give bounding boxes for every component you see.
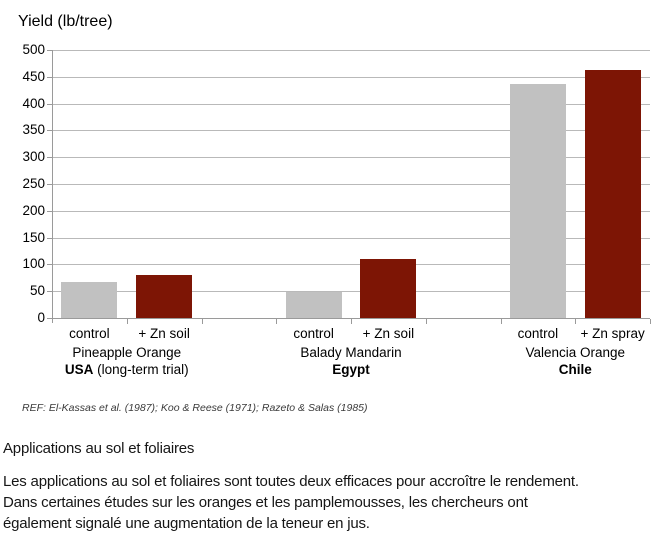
article-paragraph: Les applications au sol et foliaires son… <box>3 471 658 534</box>
x-axis-tick <box>351 319 352 324</box>
y-axis-tick <box>47 210 52 212</box>
group-country-label: USA (long-term trial) <box>65 362 189 377</box>
y-axis-tick-label: 400 <box>22 95 45 111</box>
group-country-label: Chile <box>559 362 592 377</box>
x-axis-tick <box>201 319 203 324</box>
group-variety-label: Balady Mandarin <box>300 345 402 360</box>
y-axis-tick <box>47 237 52 239</box>
y-axis-tick-label: 100 <box>22 256 45 272</box>
gridline <box>52 103 650 105</box>
group-country-label: Egypt <box>332 362 370 377</box>
gridline <box>52 237 650 239</box>
bar-chile-zn-spray <box>584 69 641 318</box>
yield-bar-chart: Yield (lb/tree) 0 50 100 150 200 250 300 350 400… <box>18 13 651 377</box>
gridline <box>52 291 650 293</box>
y-axis-tick-label: 500 <box>22 42 45 57</box>
x-tick-label: + Zn soil <box>138 326 190 341</box>
y-axis-tick-label: 200 <box>22 202 45 218</box>
group-country-note: (long-term trial) <box>93 362 189 377</box>
y-axis-tick <box>47 291 52 293</box>
gridline <box>52 184 650 185</box>
y-axis-tick <box>47 76 52 78</box>
y-axis-tick <box>47 103 52 105</box>
group-country-name: USA <box>64 362 94 377</box>
bar-chile-control <box>509 83 566 318</box>
x-tick-label: + Zn spray <box>580 326 645 341</box>
gridline <box>52 157 650 159</box>
y-axis-tick <box>47 130 52 132</box>
x-axis-line <box>52 318 650 319</box>
x-tick-label: control <box>69 326 110 341</box>
y-axis-tick <box>47 264 52 266</box>
x-tick-label: control <box>293 326 334 341</box>
gridline <box>52 50 650 51</box>
x-tick-label: control <box>517 326 559 341</box>
bar-egypt-zn-soil <box>360 259 417 318</box>
gridline <box>52 210 650 212</box>
y-axis-tick-label: 0 <box>37 310 45 325</box>
x-axis-tick <box>650 319 651 324</box>
x-axis-tick <box>575 319 577 324</box>
bar-usa-control <box>61 281 118 318</box>
bar-usa-zn-soil <box>136 275 193 318</box>
bar-egypt-control <box>285 292 342 318</box>
y-axis-tick <box>47 50 52 51</box>
gridline <box>52 264 650 266</box>
paragraph-line: Dans certaines études sur les oranges et… <box>3 494 528 511</box>
article-section: Applications au sol et foliaires Les app… <box>3 440 658 534</box>
group-variety-label: Valencia Orange <box>525 345 626 360</box>
gridline <box>52 130 650 132</box>
y-axis-line <box>52 50 53 323</box>
chart-title: Yield (lb/tree) <box>18 13 113 30</box>
y-axis-tick-label: 50 <box>29 283 45 299</box>
y-axis-tick-label: 150 <box>22 229 45 245</box>
paragraph-line: Les applications au sol et foliaires son… <box>3 473 579 490</box>
x-axis-tick <box>276 319 278 324</box>
article-heading: Applications au sol et foliaires <box>3 440 195 457</box>
x-axis-tick <box>500 319 502 324</box>
y-axis-tick-label: 450 <box>22 68 45 84</box>
chart-reference: REF: El-Kassas et al. (1987); Koo & Rees… <box>22 402 368 414</box>
y-axis-tick-label: 300 <box>22 149 45 165</box>
x-axis-tick <box>126 319 128 324</box>
x-axis-tick <box>425 319 427 324</box>
y-axis-tick <box>47 318 52 319</box>
y-axis-tick-label: 250 <box>22 176 45 191</box>
paragraph-line: également signalé une augmentation de la… <box>3 515 370 532</box>
y-axis-tick <box>47 157 52 159</box>
y-axis-tick-label: 350 <box>22 122 45 138</box>
group-country-name: Chile <box>558 362 592 377</box>
y-axis-tick <box>47 184 52 185</box>
group-country-name: Egypt <box>332 362 370 377</box>
group-variety-label: Pineapple Orange <box>72 345 182 360</box>
gridline <box>52 76 650 78</box>
x-tick-label: + Zn soil <box>362 326 415 341</box>
